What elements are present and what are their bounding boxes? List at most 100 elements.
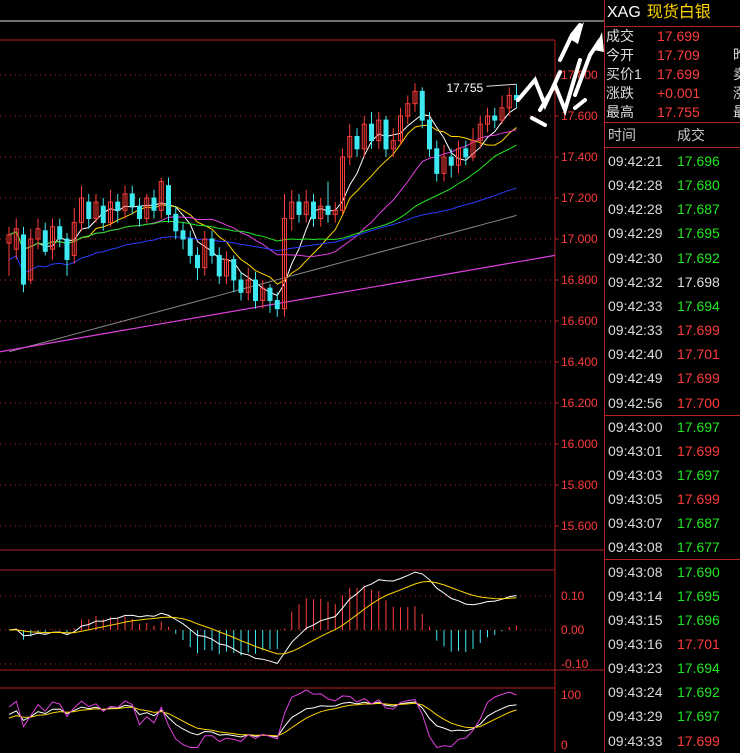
- macd-dea-line: [8, 580, 517, 655]
- tick-row: 09:43:08 17.690: [605, 560, 740, 584]
- tick-row: 09:42:40 17.701: [605, 342, 740, 366]
- tick-price: 17.677: [677, 539, 720, 556]
- tick-time: 09:42:29: [608, 225, 663, 242]
- tick-time: 09:43:05: [608, 491, 663, 508]
- tick-price: 17.699: [677, 442, 720, 459]
- candle-body: [441, 156, 447, 174]
- quote-label: 买价1: [606, 66, 642, 82]
- candle-body: [216, 254, 222, 277]
- tick-row: 09:42:32 17.698: [605, 270, 740, 294]
- tick-row: 09:43:23 17.694: [605, 656, 740, 680]
- candlestick-chart[interactable]: 17.800 17.600 17.400 17.200 17.000 16.800 16.6…: [0, 0, 604, 752]
- ma5-line: [8, 107, 517, 297]
- ticks-header-price: 成交: [677, 127, 705, 143]
- candle-body: [180, 230, 186, 240]
- tick-row: 09:43:14 17.695: [605, 584, 740, 608]
- y-tick-label: 17.200: [561, 191, 598, 205]
- symbol-header: XAG 现货白银: [605, 0, 740, 27]
- candle-body: [398, 115, 403, 142]
- candle-body: [224, 259, 229, 277]
- high-marker-line: [486, 83, 517, 87]
- tick-price: 17.680: [677, 177, 720, 194]
- candle-body: [456, 148, 461, 166]
- y-tick-label: 17.000: [561, 232, 598, 246]
- arrow-head: [594, 32, 604, 52]
- tick-row: 09:43:15 17.696: [605, 608, 740, 632]
- ticks-header-time: 时间: [608, 127, 636, 143]
- quote-row: 最高 17.755 最: [605, 103, 740, 122]
- arrow-head: [568, 22, 584, 44]
- tick-time: 09:42:33: [608, 322, 663, 339]
- tick-row: 09:42:21 17.696: [605, 149, 740, 173]
- candle-body: [151, 197, 157, 211]
- tick-time: 09:42:21: [608, 153, 663, 169]
- candle-body: [57, 226, 63, 240]
- tick-price: 17.701: [677, 346, 720, 363]
- y-tick-label: 17.800: [561, 68, 598, 82]
- macd-tick-label: 0.00: [561, 623, 585, 637]
- candle-body: [144, 197, 150, 219]
- candle-body: [347, 136, 353, 158]
- candle-body: [506, 95, 512, 109]
- ticks-header: 时间 成交: [605, 122, 740, 148]
- tick-time: 09:42:30: [608, 249, 663, 266]
- tick-price: 17.696: [677, 611, 720, 628]
- candle-body: [311, 201, 316, 220]
- symbol-code: XAG: [607, 4, 641, 21]
- candle-body: [115, 201, 121, 211]
- tick-time: 09:43:33: [608, 732, 663, 749]
- tick-row: 09:43:00 17.697: [605, 415, 740, 439]
- tick-price: 17.695: [677, 225, 720, 242]
- tick-price: 17.699: [677, 491, 720, 508]
- tick-row: 09:42:56 17.700: [605, 391, 740, 415]
- tick-row: 09:43:01 17.699: [605, 439, 740, 463]
- ma30-line: [8, 144, 517, 250]
- candle-body: [209, 238, 215, 256]
- tick-row: 09:43:24 17.692: [605, 680, 740, 704]
- tick-time: 09:43:08: [608, 563, 663, 580]
- tick-time: 09:43:01: [608, 442, 663, 459]
- y-tick-label: 17.400: [561, 150, 598, 164]
- candle-body: [231, 259, 237, 281]
- candle-body: [419, 90, 425, 121]
- quote-value: +0.001: [657, 85, 701, 101]
- tick-row: 09:43:07 17.687: [605, 511, 740, 535]
- tick-time: 09:42:32: [608, 273, 663, 290]
- candle-body: [376, 119, 382, 142]
- quote-extra-label: 卖: [733, 65, 740, 84]
- tick-row: 09:43:03 17.697: [605, 463, 740, 487]
- candle-body: [35, 228, 41, 240]
- quote-extra-label: 昨: [733, 46, 740, 65]
- quote-label: 涨跌: [606, 85, 634, 101]
- ma60-line: [8, 187, 517, 274]
- quote-row: 涨跌 +0.001 涨: [605, 84, 740, 103]
- hand-drawn-arrow: [538, 58, 582, 117]
- candle-body: [253, 279, 258, 301]
- quote-label: 成交: [606, 28, 634, 44]
- tick-price: 17.699: [677, 370, 720, 387]
- quote-row: 成交 17.699: [605, 27, 740, 46]
- tick-price: 17.687: [677, 201, 720, 218]
- candle-body: [158, 181, 164, 211]
- hand-drawn-arrow: [530, 116, 547, 127]
- tick-time: 09:42:49: [608, 370, 663, 387]
- candle-body: [332, 209, 338, 215]
- tick-price: 17.701: [677, 636, 720, 652]
- candle-body: [485, 115, 490, 125]
- kdj-d-line: [8, 702, 517, 737]
- candle-body: [499, 107, 505, 121]
- tick-row: 09:42:28 17.687: [605, 197, 740, 221]
- tick-time: 09:42:40: [608, 346, 663, 363]
- tick-price: 17.687: [677, 515, 720, 532]
- tick-time: 09:42:33: [608, 297, 663, 314]
- tick-row: 09:42:49 17.699: [605, 366, 740, 390]
- candle-body: [108, 201, 113, 224]
- candle-body: [318, 205, 324, 219]
- tick-time: 09:42:28: [608, 201, 663, 218]
- quote-value: 17.699: [657, 66, 700, 82]
- tick-row: 09:43:05 17.699: [605, 487, 740, 511]
- tick-row: 09:42:33 17.694: [605, 294, 740, 318]
- candle-body: [477, 123, 483, 142]
- y-tick-label: 16.200: [561, 396, 598, 410]
- tick-row: 09:42:29 17.695: [605, 221, 740, 245]
